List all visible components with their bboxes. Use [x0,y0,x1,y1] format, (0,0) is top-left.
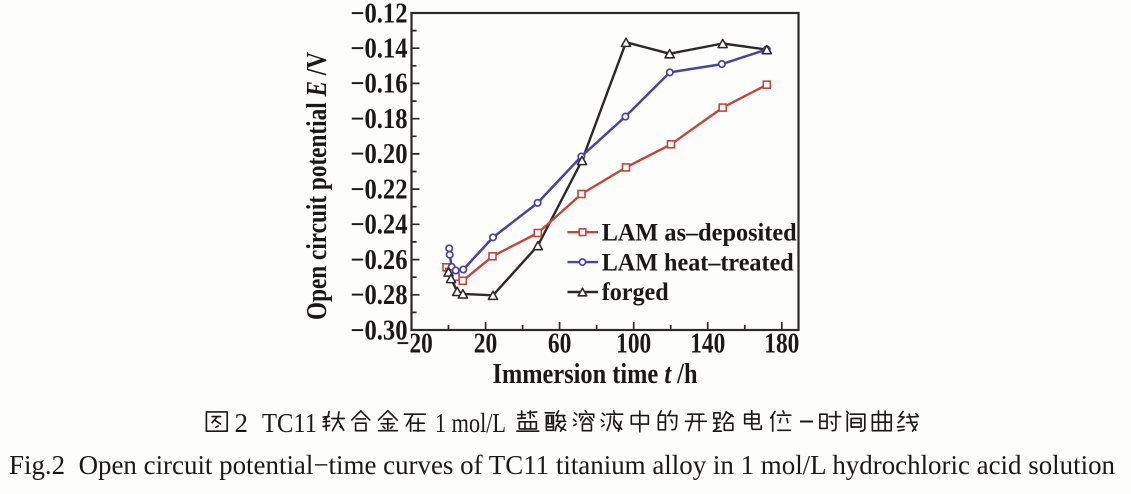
svg-text:−0.14: −0.14 [351,34,408,65]
svg-text:180: 180 [764,329,799,360]
svg-text:−0.30: −0.30 [351,315,408,346]
svg-text:140: 140 [690,329,725,360]
svg-text:1 mol/L: 1 mol/L [435,408,506,438]
svg-text:forged: forged [602,279,669,306]
svg-text:100: 100 [616,329,651,360]
svg-text:−0.24: −0.24 [351,210,408,241]
svg-text:−0.18: −0.18 [351,104,408,135]
svg-text:Immersion time t /h: Immersion time t /h [493,358,698,390]
svg-text:Open circuit potential E /V: Open circuit potential E /V [301,52,333,320]
svg-text:2: 2 [235,408,249,438]
svg-text:60: 60 [548,329,572,360]
svg-text:−0.26: −0.26 [351,245,408,276]
svg-text:20: 20 [474,329,498,360]
svg-text:−0.28: −0.28 [351,280,408,311]
svg-text:LAM heat–treated: LAM heat–treated [602,249,794,276]
svg-text:−0.16: −0.16 [351,69,408,100]
svg-text:TC11: TC11 [262,408,317,438]
svg-text:−0.20: −0.20 [351,139,408,170]
svg-text:−20: −20 [396,329,433,360]
svg-text:−0.12: −0.12 [351,0,408,29]
svg-text:LAM as–deposited: LAM as–deposited [602,219,797,246]
svg-text:−0.22: −0.22 [351,174,408,205]
svg-text:Fig.2 Open circuit potential−: Fig.2 Open circuit potential−time curves… [9,449,1115,480]
